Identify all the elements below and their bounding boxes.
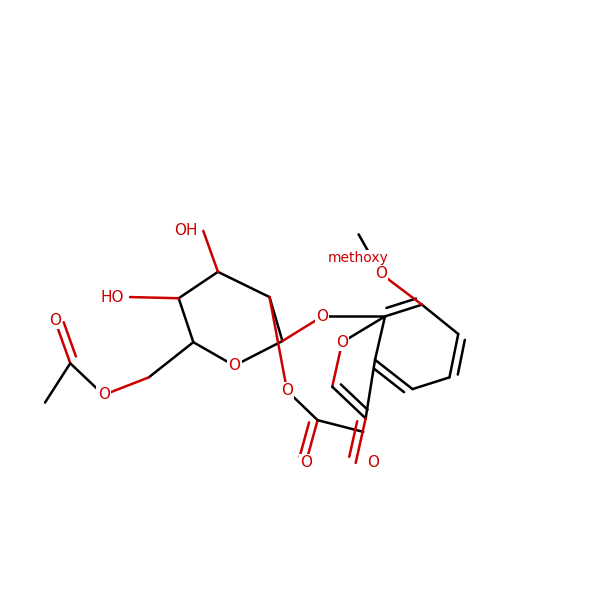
Text: O: O xyxy=(316,309,328,324)
Text: O: O xyxy=(367,455,379,470)
Text: methoxy: methoxy xyxy=(328,251,389,265)
Text: O: O xyxy=(49,313,61,328)
Text: HO: HO xyxy=(101,290,124,305)
Text: O: O xyxy=(336,335,348,350)
Text: O: O xyxy=(281,383,293,398)
Text: O: O xyxy=(98,388,110,403)
Text: O: O xyxy=(229,358,241,373)
Text: OH: OH xyxy=(174,223,197,238)
Text: O: O xyxy=(300,455,312,470)
Text: O: O xyxy=(375,266,387,281)
